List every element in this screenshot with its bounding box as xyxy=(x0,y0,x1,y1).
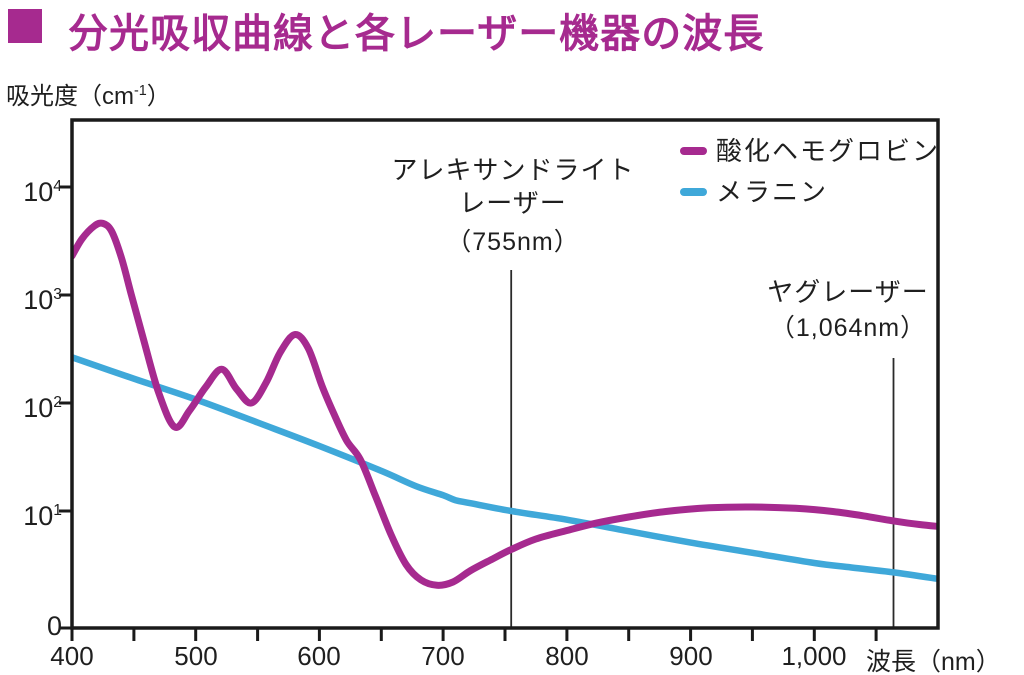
page-title: 分光吸収曲線と各レーザー機器の波長 xyxy=(68,12,765,56)
annotation-alexandrite-line2: レーザー xyxy=(459,188,567,218)
melanin-curve xyxy=(72,354,938,583)
x-tick-label-800: 800 xyxy=(545,641,589,671)
y-tick-label-10e2: 102 xyxy=(23,393,62,423)
y-tick-label-10e4: 104 xyxy=(23,177,62,207)
chart-title-row: 分光吸収曲線と各レーザー機器の波長 xyxy=(0,0,1024,56)
annotation-yag-line1: ヤグレーザー xyxy=(767,277,929,307)
title-bullet-square-icon xyxy=(8,9,42,43)
legend-item-melanin: メラニン xyxy=(680,178,940,206)
annotation-alexandrite-wavelength: （755nm） xyxy=(446,228,580,256)
annotation-alexandrite-laser: アレキサンドライト レーザー （755nm） xyxy=(363,154,663,259)
plot-border xyxy=(70,118,940,630)
x-tick-label-700: 700 xyxy=(421,641,465,671)
y-axis-unit-prefix: 吸光度（cm xyxy=(6,83,134,110)
x-tick-label-600: 600 xyxy=(297,641,341,671)
y-axis-unit-exponent: -1 xyxy=(134,83,147,99)
y-axis-unit-suffix: ） xyxy=(146,83,171,110)
melanin-line-swatch-icon xyxy=(680,188,707,196)
legend: 酸化ヘモグロビン メラニン xyxy=(680,137,940,206)
legend-item-hemoglobin: 酸化ヘモグロビン xyxy=(680,137,940,165)
annotation-yag-wavelength: （1,064nm） xyxy=(769,314,927,342)
legend-label-hemoglobin: 酸化ヘモグロビン xyxy=(716,136,941,166)
hemoglobin-line-swatch-icon xyxy=(680,147,707,155)
x-axis-title: 波長（nm） xyxy=(866,648,1001,675)
x-tick-label-1000: 1,000 xyxy=(781,641,847,671)
y-tick-label-zero: 0 xyxy=(46,611,62,641)
x-tick-label-900: 900 xyxy=(669,641,713,671)
annotation-yag-laser: ヤグレーザー （1,064nm） xyxy=(718,274,978,346)
x-tick-label-400: 400 xyxy=(50,641,94,671)
y-tick-label-10e1: 101 xyxy=(23,501,62,531)
annotation-alexandrite-line1: アレキサンドライト xyxy=(391,155,635,185)
hemoglobin-curve xyxy=(72,219,938,589)
y-tick-label-10e3: 103 xyxy=(23,285,62,315)
y-axis-unit-label: 吸光度（cm-1） xyxy=(6,76,171,111)
legend-label-melanin: メラニン xyxy=(716,177,829,207)
x-tick-label-500: 500 xyxy=(174,641,218,671)
